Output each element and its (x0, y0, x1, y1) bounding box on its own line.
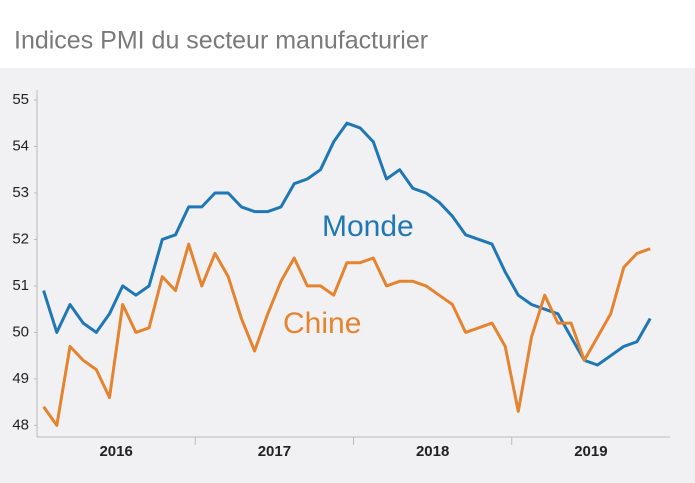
series-label: Chine (283, 307, 361, 340)
series-label: Monde (322, 210, 414, 243)
y-tick-label: 55 (12, 91, 29, 108)
y-tick-label: 51 (12, 277, 29, 294)
series-line (42, 242, 651, 427)
x-group-label: 2016 (99, 443, 132, 460)
y-tick-label: 49 (12, 370, 29, 387)
y-tick-label: 52 (12, 230, 29, 247)
y-tick-label: 54 (12, 137, 29, 154)
y-tick-label: 53 (12, 184, 29, 201)
y-tick-label: 50 (12, 323, 29, 340)
chart-title: Indices PMI du secteur manufacturier (14, 27, 428, 55)
x-group-label: 2018 (416, 443, 449, 460)
x-group-label: 2017 (258, 443, 291, 460)
series-line (42, 121, 652, 367)
plot-background (0, 68, 695, 483)
y-tick-label: 48 (12, 416, 29, 433)
x-group-label: 2019 (574, 443, 607, 460)
